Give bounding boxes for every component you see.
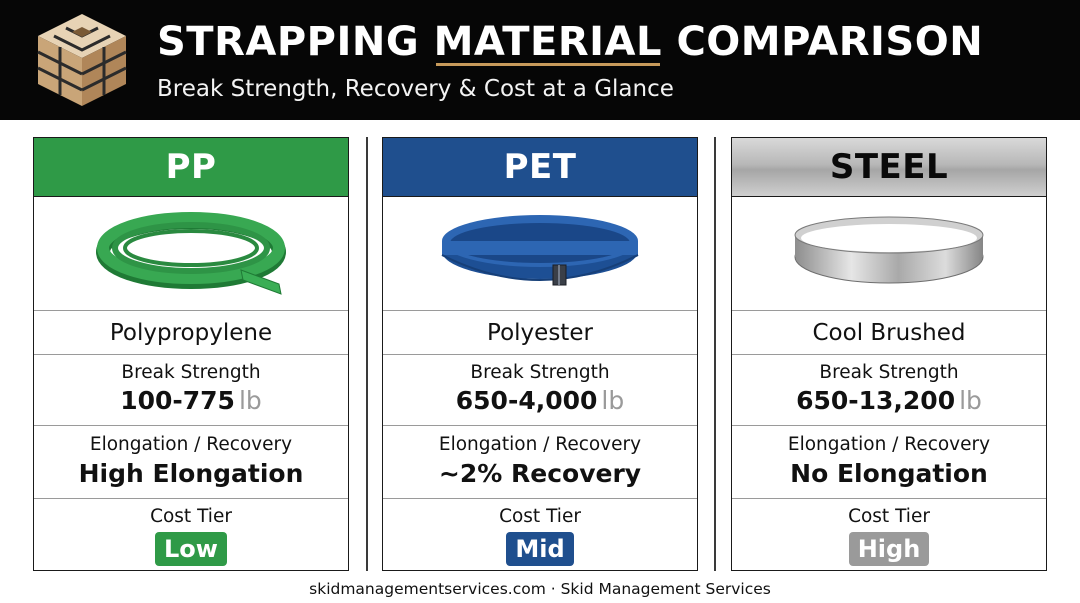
elongation-value: No Elongation — [790, 459, 988, 488]
elongation-row: Elongation / Recovery High Elongation — [34, 426, 348, 499]
elongation-value: ~2% Recovery — [438, 459, 642, 488]
elongation-row: Elongation / Recovery ~2% Recovery — [383, 426, 697, 499]
cost-badge: Low — [155, 532, 227, 566]
skid-pallet-logo-icon — [37, 14, 127, 106]
cost-row: Cost Tier High — [732, 499, 1046, 566]
material-name: Cool Brushed — [732, 311, 1046, 355]
cost-row: Cost Tier Low — [34, 499, 348, 566]
panel-pet: PET Polyester Break Strength 650-4,000 lb… — [382, 137, 698, 571]
strength-value: 650-4,000 lb — [455, 386, 625, 415]
strength-row: Break Strength 650-13,200 lb — [732, 355, 1046, 426]
strength-value: 100-775 lb — [120, 386, 262, 415]
strength-unit: lb — [601, 386, 625, 415]
material-name: Polypropylene — [34, 311, 348, 355]
strength-label: Break Strength — [470, 362, 610, 383]
image-row — [34, 197, 348, 311]
panel-heading: STEEL — [732, 138, 1046, 197]
cost-badge: High — [848, 532, 930, 566]
strength-row: Break Strength 100-775 lb — [34, 355, 348, 426]
column-divider — [714, 137, 716, 571]
page-subtitle: Break Strength, Recovery & Cost at a Gla… — [157, 76, 674, 102]
image-row — [732, 197, 1046, 311]
steel-band-icon — [794, 216, 984, 283]
strength-label: Break Strength — [121, 362, 261, 383]
cost-badge: Mid — [506, 532, 574, 566]
elongation-label: Elongation / Recovery — [438, 434, 642, 455]
title-underlined-word: MATERIAL — [434, 14, 662, 70]
green-strap-coil-icon — [96, 211, 286, 295]
elongation-label: Elongation / Recovery — [787, 434, 991, 455]
footer-credit: skidmanagementservices.com · Skid Manage… — [309, 580, 771, 598]
elongation-label: Elongation / Recovery — [89, 434, 293, 455]
panel-heading: PET — [383, 138, 697, 197]
panel-pp: PP Polypropylene Break Strength 100-775 l… — [33, 137, 349, 571]
blue-strap-loop-icon — [441, 214, 639, 285]
cost-row: Cost Tier Mid — [383, 499, 697, 566]
strength-row: Break Strength 650-4,000 lb — [383, 355, 697, 426]
strength-label: Break Strength — [819, 362, 959, 383]
elongation-value: High Elongation — [78, 459, 304, 488]
panel-heading: PP — [34, 138, 348, 197]
cost-label: Cost Tier — [848, 506, 930, 527]
strength-unit: lb — [959, 386, 982, 415]
material-name: Polyester — [383, 311, 697, 355]
panel-steel: STEEL Cool Brushed Break Strength 650-13… — [731, 137, 1047, 571]
image-row — [383, 197, 697, 311]
strength-unit: lb — [238, 386, 262, 415]
strength-value: 650-13,200 lb — [796, 386, 982, 415]
column-divider — [366, 137, 368, 571]
header-banner: STRAPPING MATERIAL COMPARISON Break Stre… — [0, 0, 1080, 120]
cost-label: Cost Tier — [150, 506, 232, 527]
cost-label: Cost Tier — [499, 506, 581, 527]
elongation-row: Elongation / Recovery No Elongation — [732, 426, 1046, 499]
page-title: STRAPPING MATERIAL COMPARISON — [157, 14, 983, 70]
